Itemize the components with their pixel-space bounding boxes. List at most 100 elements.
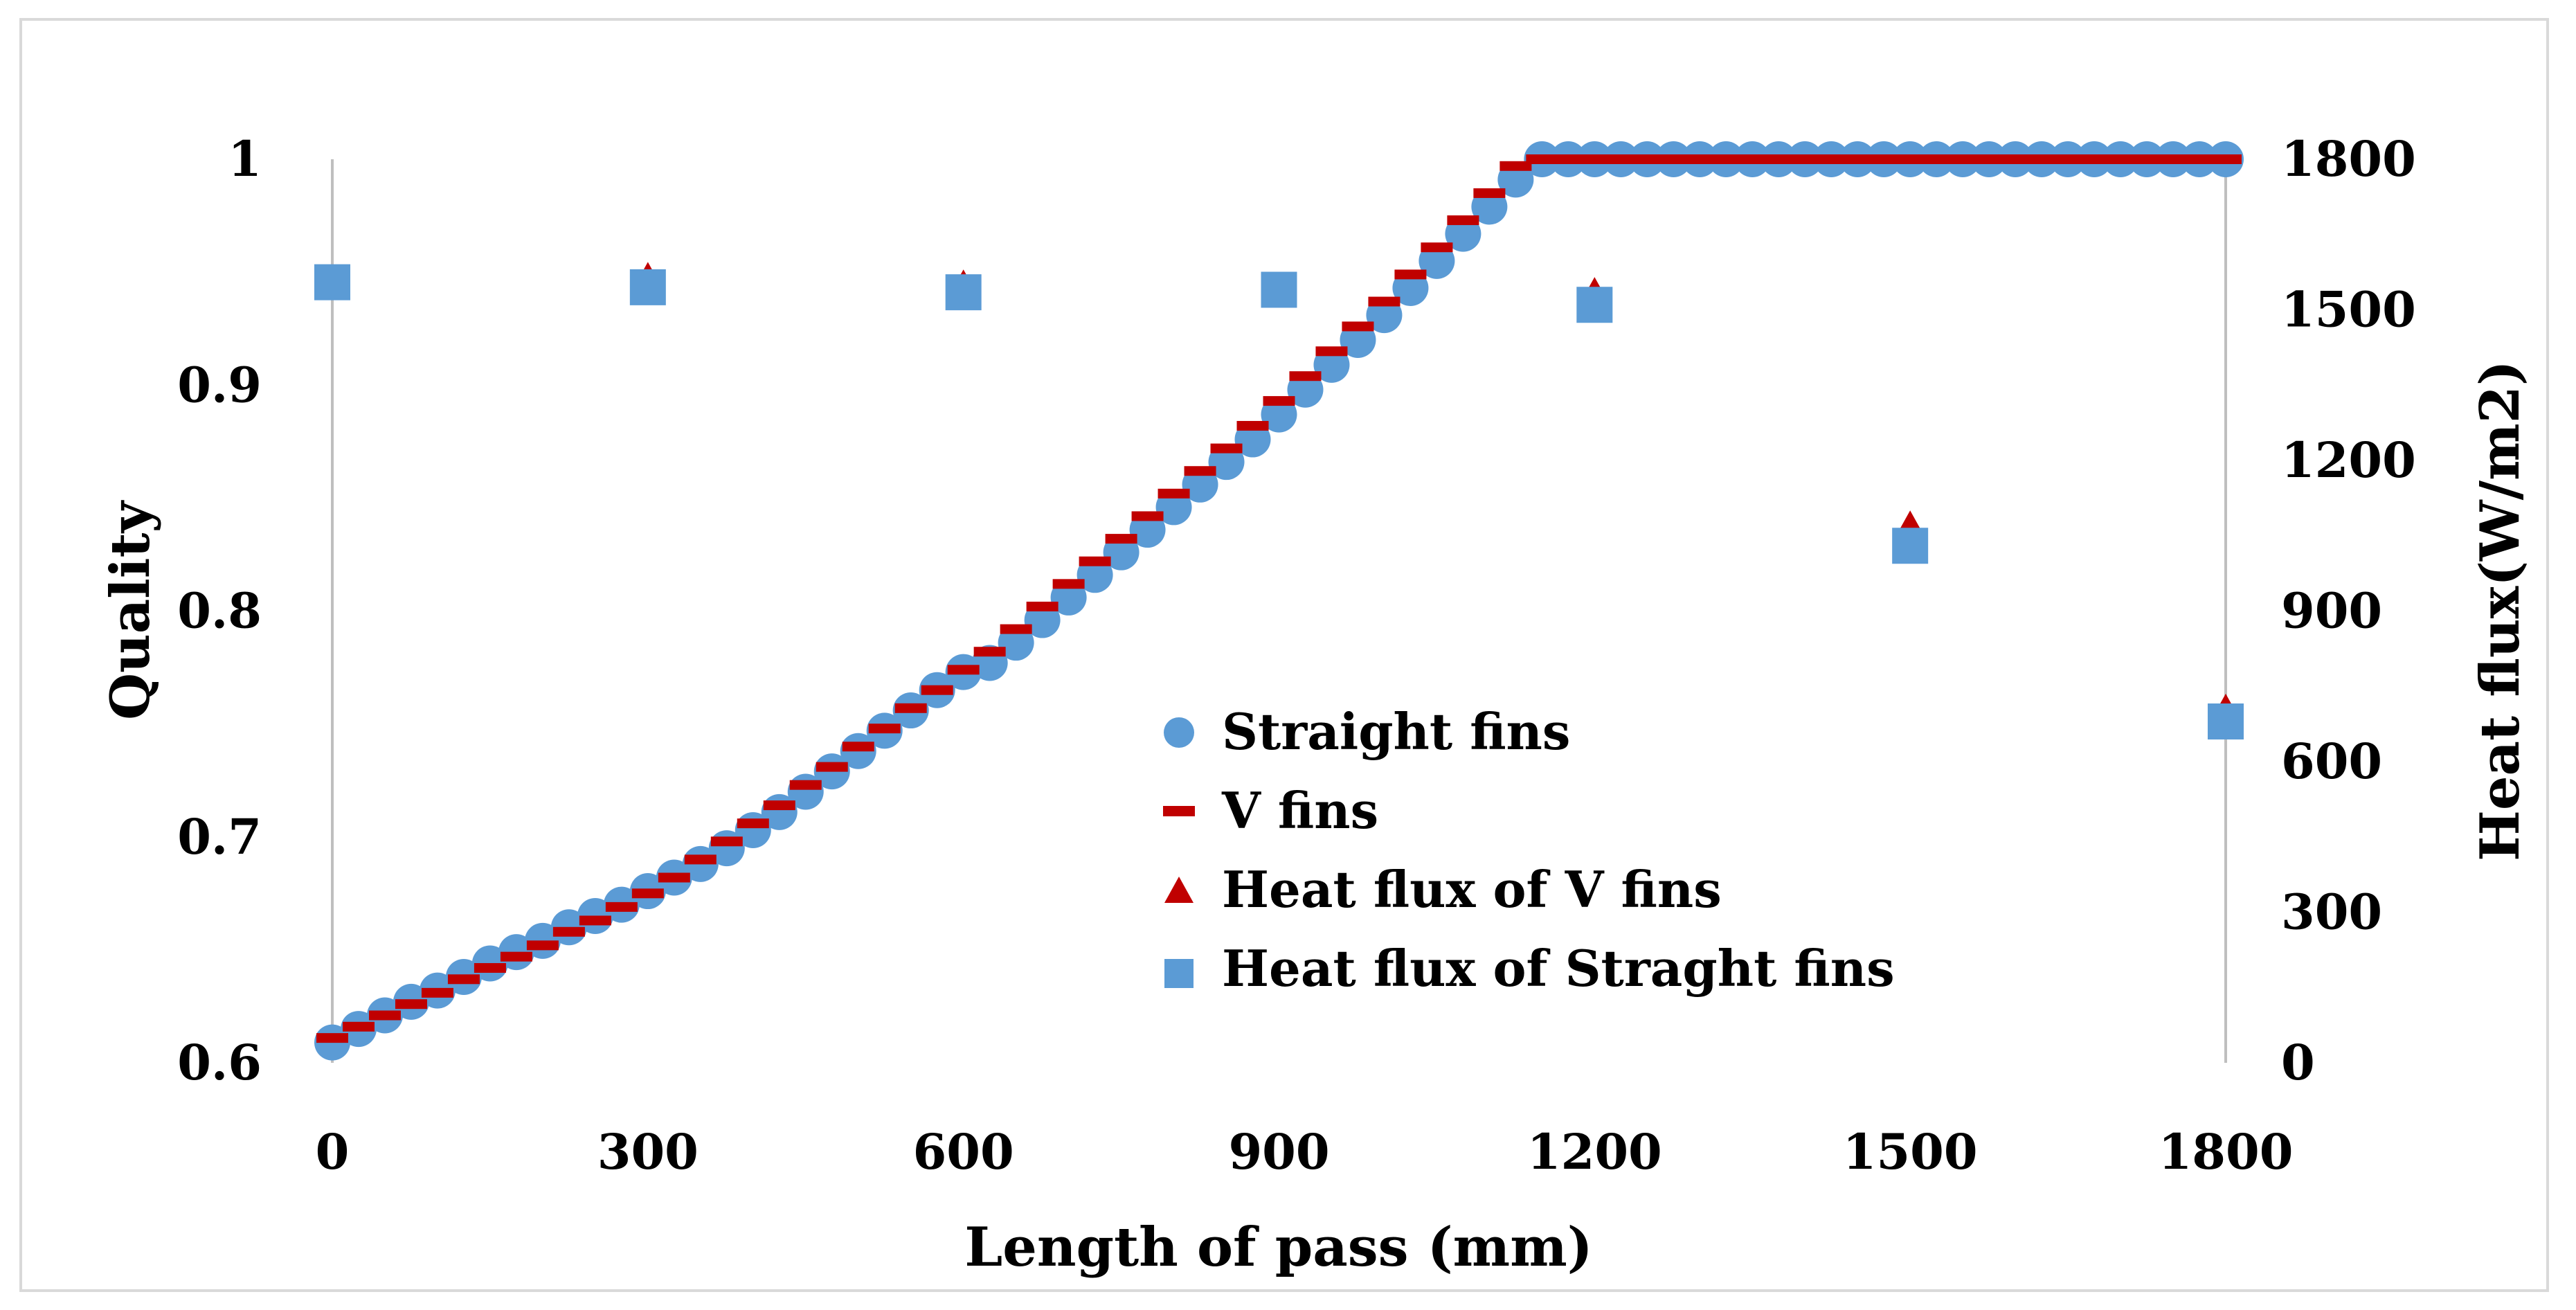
- legend-label-straight-fins: Straight fins: [1222, 702, 1570, 761]
- v-fins-point: [2052, 154, 2084, 164]
- y-tick-label: 0.8: [177, 582, 262, 640]
- legend-label-heat-flux-straight-fins: Heat flux of Straght fins: [1222, 939, 1895, 998]
- v-fins-point: [894, 703, 927, 713]
- v-fins-point: [1789, 154, 1821, 164]
- heat-flux-straight-fins-point: [629, 269, 666, 305]
- v-fins-point: [921, 685, 953, 695]
- v-fins-point: [1236, 420, 1269, 431]
- v-fins-point: [1552, 154, 1585, 164]
- v-fins-point: [1158, 488, 1190, 499]
- v-fins-point: [1999, 154, 2032, 164]
- v-fins-point: [1447, 215, 1479, 226]
- v-fins-point: [1394, 269, 1427, 280]
- v-fins-point: [1421, 242, 1453, 253]
- heat-flux-straight-fins-point: [314, 264, 350, 300]
- v-fins-point: [1315, 346, 1348, 357]
- v-fins-point: [1473, 188, 1506, 198]
- v-fins-point: [605, 901, 638, 912]
- v-fins-point: [474, 962, 506, 973]
- v-fins-point: [1684, 154, 1716, 164]
- v-fins-point: [1973, 154, 2006, 164]
- v-fins-point: [1131, 511, 1164, 521]
- x-tick-label: 1200: [1527, 1123, 1662, 1181]
- v-fins-point: [763, 800, 795, 811]
- legend-circle-icon: [1164, 717, 1194, 748]
- v-fins-point: [2105, 154, 2137, 164]
- y-tick-label: 0.6: [177, 1034, 262, 1091]
- v-fins-point: [789, 780, 822, 790]
- v-fins-point: [1052, 579, 1085, 589]
- v-fins-point: [421, 987, 453, 998]
- v-fins-point: [1184, 466, 1216, 476]
- v-fins-point: [1815, 154, 1848, 164]
- y2-axis-title: Heat flux(W/m2): [2469, 360, 2532, 861]
- v-fins-point: [816, 762, 848, 772]
- v-fins-point: [395, 999, 427, 1010]
- v-fins-point: [447, 974, 480, 985]
- legend-triangle-icon: [1164, 877, 1194, 903]
- v-fins-point: [1657, 154, 1690, 164]
- legend-label-v-fins: V fins: [1221, 781, 1378, 840]
- y2-tick-label: 1800: [2281, 130, 2416, 188]
- v-fins-point: [2157, 154, 2190, 164]
- v-fins-point: [526, 940, 559, 951]
- y2-tick-label: 300: [2281, 883, 2382, 941]
- v-fins-point: [552, 926, 585, 937]
- x-tick-label: 1800: [2159, 1123, 2294, 1181]
- quality-series: [314, 141, 2244, 1061]
- v-fins-point: [1710, 154, 1742, 164]
- heat-flux-straight-fins-point: [1892, 528, 1929, 564]
- v-fins-point: [1841, 154, 1874, 164]
- v-fins-point: [1894, 154, 1927, 164]
- v-fins-point: [710, 836, 743, 847]
- v-fins-point: [868, 724, 901, 734]
- v-fins-point: [579, 915, 611, 926]
- v-fins-point: [500, 951, 532, 962]
- v-fins-point: [973, 647, 1006, 657]
- v-fins-point: [1763, 154, 1795, 164]
- y-tick-label: 0.9: [177, 356, 262, 413]
- v-fins-point: [1289, 371, 1322, 382]
- heat-flux-straight-fins-point: [945, 274, 982, 311]
- heat-flux-straight-fins-point: [2208, 703, 2244, 739]
- x-tick-label: 0: [316, 1123, 350, 1181]
- x-axis-title: Length of pass (mm): [964, 1216, 1592, 1279]
- heat-flux-straight-fins-point: [1261, 271, 1297, 308]
- v-fins-point: [1605, 154, 1637, 164]
- y2-tick-label: 1200: [2281, 431, 2416, 489]
- x-tick-label: 300: [597, 1123, 699, 1181]
- v-fins-point: [1079, 556, 1111, 566]
- y2-tick-label: 900: [2281, 582, 2382, 640]
- v-fins-point: [947, 665, 980, 675]
- y-axis-title: Quality: [99, 499, 162, 719]
- y-tick-label: 0.7: [177, 808, 262, 865]
- v-fins-point: [2183, 154, 2216, 164]
- v-fins-point: [368, 1010, 401, 1021]
- v-fins-point: [1368, 296, 1400, 307]
- v-fins-point: [842, 742, 874, 752]
- v-fins-point: [1868, 154, 1900, 164]
- v-fins-point: [1342, 321, 1374, 332]
- heat-flux-series: [314, 262, 2244, 739]
- v-fins-point: [1947, 154, 1979, 164]
- y-tick-label: 1: [228, 130, 262, 188]
- y2-tick-label: 1500: [2281, 281, 2416, 339]
- v-fins-point: [1263, 396, 1295, 406]
- v-fins-point: [1631, 154, 1664, 164]
- v-fins-point: [737, 818, 769, 829]
- y2-tick-label: 0: [2281, 1034, 2315, 1091]
- v-fins-point: [1578, 154, 1611, 164]
- legend-label-heat-flux-v-fins: Heat flux of V fins: [1222, 860, 1722, 919]
- v-fins-point: [2078, 154, 2111, 164]
- x-tick-label: 1500: [1843, 1123, 1978, 1181]
- v-fins-point: [316, 1033, 348, 1043]
- legend-square-icon: [1164, 959, 1194, 988]
- legend-dash-icon: [1163, 806, 1195, 816]
- v-fins-point: [1026, 601, 1059, 611]
- v-fins-point: [1526, 154, 1558, 164]
- y2-tick-label: 600: [2281, 733, 2382, 790]
- v-fins-point: [1499, 161, 1532, 171]
- v-fins-point: [342, 1021, 375, 1032]
- tick-labels: 0 300 600 900 1200 1500 1800 0.6 0.7 0.8 0.9 1 0 300 6…: [177, 130, 2416, 1181]
